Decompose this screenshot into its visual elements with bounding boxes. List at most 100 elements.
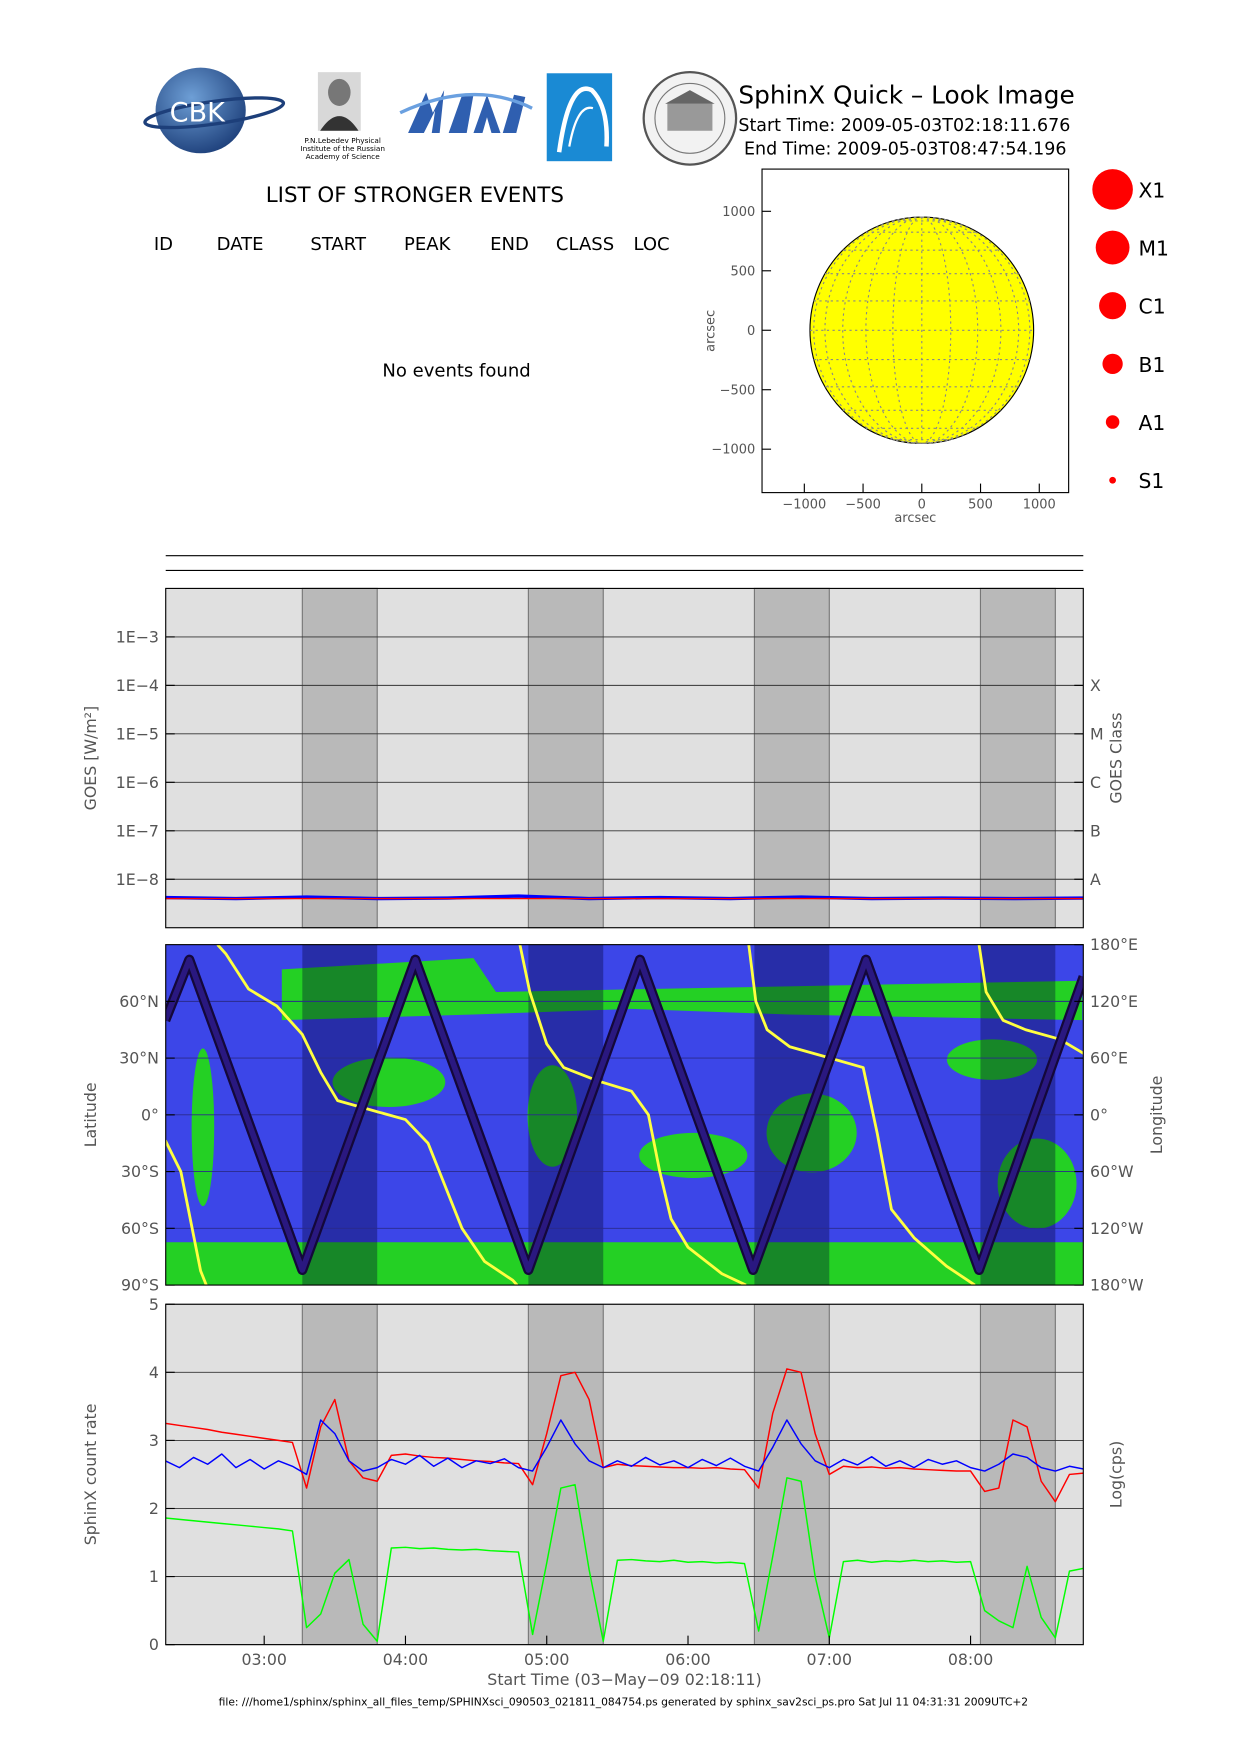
class-label: A1 [1139, 411, 1166, 435]
x-tick-label: 03:00 [241, 1650, 286, 1669]
disk-grid [824, 216, 922, 445]
y-tick-label: 1E−7 [116, 821, 159, 840]
shaded-interval [979, 587, 1056, 929]
institute-caption: Institute of the Russian [300, 144, 385, 153]
y2-tick-label: 120°W [1090, 1219, 1144, 1238]
end-time: End Time: 2009-05-03T08:47:54.196 [744, 139, 1066, 159]
events-column: CLASS [556, 234, 614, 255]
x-tick-label: 06:00 [665, 1650, 710, 1669]
start-time: Start Time: 2009-05-03T02:18:11.676 [738, 116, 1070, 136]
y-tick-label: 500 [731, 264, 756, 279]
x-tick-label: 04:00 [383, 1650, 428, 1669]
chart-line [165, 587, 1084, 929]
footer: file: ///home1/sphinx/sphinx_all_files_t… [219, 1696, 1028, 1709]
y2-tick-label: 60°E [1090, 1049, 1128, 1068]
class-marker [1092, 169, 1133, 210]
y2-tick-label: M [1090, 724, 1104, 743]
class-label: C1 [1139, 295, 1166, 319]
disk-grid [892, 216, 922, 445]
x-tick-label: 0 [918, 497, 926, 512]
y-axis-title: Latitude [81, 1082, 100, 1147]
y-axis-title: arcsec [704, 310, 719, 352]
y-tick-label: 30°S [121, 1162, 159, 1181]
y2-tick-label: 180°W [1090, 1276, 1144, 1295]
y-tick-label: 0 [747, 324, 755, 339]
disk-grid [921, 216, 979, 445]
y2-tick-label: 60°W [1090, 1162, 1134, 1181]
class-marker [1102, 353, 1123, 375]
y-axis-title: GOES [W/m²] [81, 706, 100, 811]
y2-tick-label: X [1090, 676, 1101, 695]
y2-tick-label: 120°E [1090, 992, 1138, 1011]
y2-tick-label: C [1090, 773, 1101, 792]
chart-line [165, 1304, 1084, 1645]
y-tick-label: −500 [720, 383, 756, 398]
logo-mian [399, 90, 533, 134]
class-label: X1 [1139, 178, 1166, 202]
y-tick-label: 1E−5 [116, 724, 159, 743]
map-region [332, 1057, 446, 1107]
y-tick-label: 0 [149, 1635, 159, 1654]
y-tick-label: 1 [149, 1567, 159, 1586]
y-tick-label: 1E−8 [116, 870, 159, 889]
y-tick-label: 60°S [121, 1219, 159, 1238]
x-tick-label: −500 [845, 497, 881, 512]
chart-track [165, 944, 1084, 1286]
y-tick-label: 90°S [121, 1276, 159, 1295]
y2-axis-title: Log(cps) [1107, 1441, 1126, 1508]
events-column: START [310, 234, 367, 255]
class-marker [1095, 230, 1130, 265]
y2-tick-label: B [1090, 821, 1101, 840]
map-region [527, 1065, 578, 1167]
y2-tick-label: A [1090, 870, 1101, 889]
y-axis-title: SphinX count rate [81, 1404, 100, 1546]
y-tick-label: 5 [149, 1295, 159, 1314]
events-column: PEAK [404, 234, 452, 255]
shaded-interval [527, 1304, 604, 1645]
class-label: S1 [1139, 469, 1165, 493]
events-column: END [490, 234, 529, 255]
disk-grid [921, 216, 952, 445]
events-column: LOC [633, 234, 669, 255]
logo-text: CBK [170, 98, 226, 129]
shaded-interval [979, 1304, 1056, 1645]
y-tick-label: 30°N [119, 1049, 159, 1068]
y-tick-label: 60°N [119, 992, 159, 1011]
x-tick-label: 05:00 [524, 1650, 569, 1669]
map-region [766, 1093, 857, 1173]
y-tick-label: 1E−3 [116, 627, 159, 646]
data-line [165, 1477, 1084, 1642]
data-line [165, 1419, 1084, 1476]
x-tick-label: 1000 [1023, 497, 1056, 512]
events-column: DATE [217, 234, 264, 255]
x-tick-label: −1000 [782, 497, 826, 512]
y-tick-label: 1E−6 [116, 773, 159, 792]
plot-frame [761, 168, 1070, 494]
logo-seal [642, 71, 738, 166]
disk-grid [813, 216, 922, 445]
x-axis-title: arcsec [894, 511, 936, 526]
shaded-interval [753, 587, 830, 929]
logo-lebedev: P.N.Lebedev Physical Institute of the Ru… [300, 72, 385, 161]
page-title: SphinX Quick – Look Image [738, 81, 1074, 110]
y-tick-label: 4 [149, 1363, 159, 1382]
class-label: B1 [1139, 353, 1166, 377]
y2-axis-title: Longitude [1147, 1076, 1166, 1154]
plot-frame [165, 587, 1084, 929]
class-marker [1109, 476, 1116, 484]
y-tick-label: 1E−4 [116, 676, 159, 695]
disk-grid [842, 216, 922, 445]
x-axis-title: Start Time (03−May−09 02:18:11) [487, 1670, 761, 1689]
y2-axis-title: GOES Class [1107, 713, 1126, 804]
logo-iki [546, 73, 613, 162]
y-tick-label: 1000 [722, 205, 755, 220]
y-tick-label: 0° [141, 1105, 159, 1124]
class-label: M1 [1139, 236, 1169, 260]
data-line [165, 944, 1084, 1286]
class-marker [1105, 415, 1120, 429]
shaded-interval [301, 587, 378, 929]
class-marker [1099, 292, 1127, 320]
orbit-track [165, 956, 1084, 1273]
